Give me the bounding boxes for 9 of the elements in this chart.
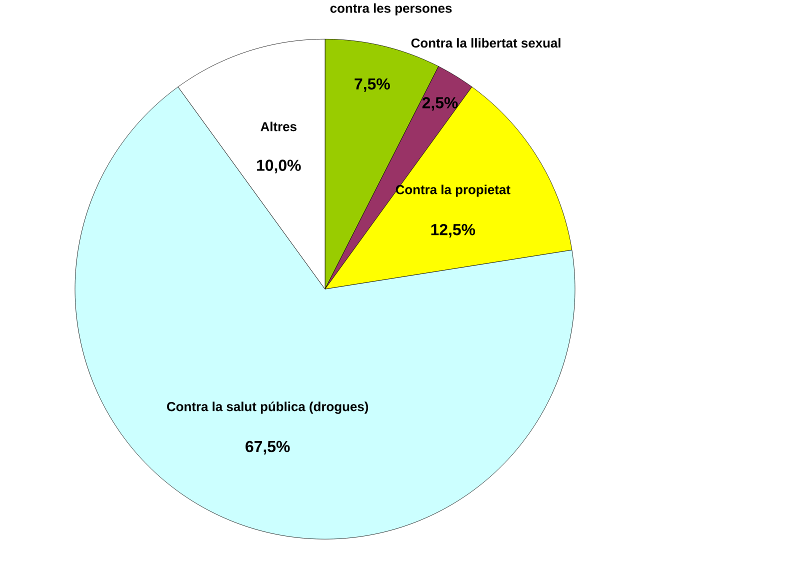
slice-label: Contra la llibertat sexual: [411, 38, 560, 48]
data-label: 7,5%: [354, 78, 390, 92]
slice-label: contra les persones: [330, 3, 452, 16]
data-label: 2,5%: [422, 97, 458, 111]
data-label: 67,5%: [246, 440, 290, 454]
slice-label: Altres: [260, 122, 296, 132]
data-label: 10,0%: [257, 160, 301, 174]
data-label: 12,5%: [431, 224, 476, 238]
slice-label: Contra la salut pública (drogues): [167, 402, 368, 414]
